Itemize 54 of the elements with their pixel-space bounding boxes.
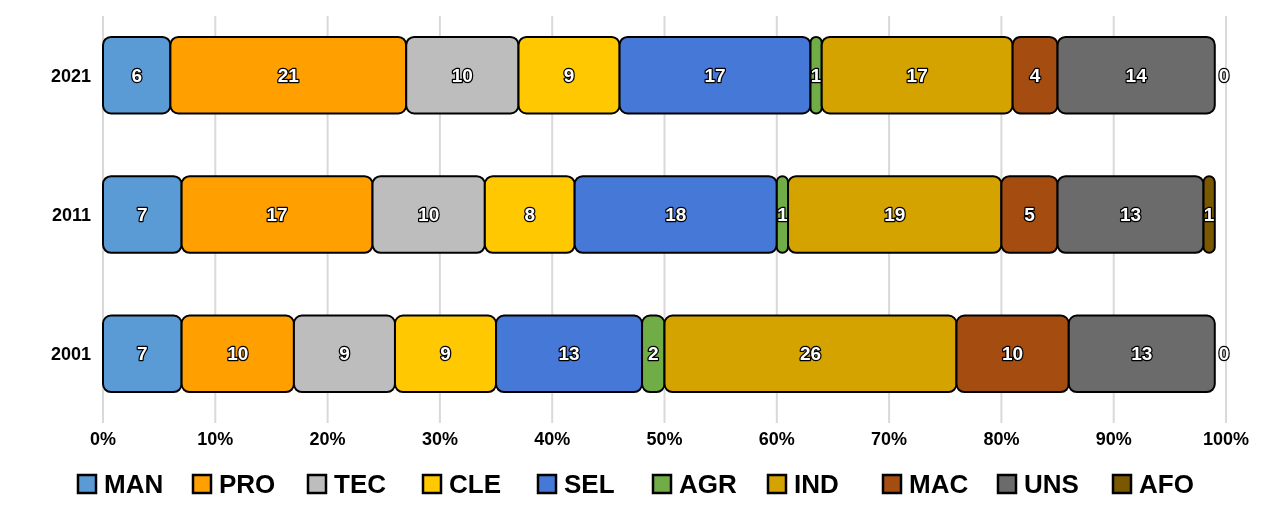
data-label: 19 bbox=[884, 204, 906, 226]
data-label: 0 bbox=[1218, 343, 1230, 365]
data-label: 0 bbox=[1218, 64, 1230, 86]
legend-label: MAC bbox=[909, 469, 969, 500]
data-label: 1 bbox=[777, 204, 789, 226]
data-label: 6 bbox=[131, 64, 142, 86]
data-label: 8 bbox=[524, 204, 536, 226]
data-label: 9 bbox=[563, 64, 575, 86]
x-tick-label: 90% bbox=[1095, 429, 1132, 449]
legend-label: AGR bbox=[679, 469, 737, 500]
x-tick-label: 80% bbox=[983, 429, 1020, 449]
data-label: 5 bbox=[1024, 204, 1036, 226]
y-tick-label: 2011 bbox=[51, 204, 91, 225]
x-tick-label: 40% bbox=[534, 429, 571, 449]
x-tick-label: 30% bbox=[421, 429, 458, 449]
data-label: 10 bbox=[451, 64, 473, 86]
x-tick-label: 100% bbox=[1202, 429, 1250, 449]
data-label: 18 bbox=[665, 204, 687, 226]
y-tick-label: 2001 bbox=[50, 344, 91, 365]
x-tick-label: 0% bbox=[89, 429, 117, 449]
data-label: 10 bbox=[418, 204, 440, 226]
data-label: 4 bbox=[1029, 64, 1041, 86]
data-label: 7 bbox=[137, 343, 148, 365]
data-label: 14 bbox=[1125, 64, 1148, 86]
x-tick-label: 50% bbox=[646, 429, 683, 449]
legend-label: MAN bbox=[104, 469, 164, 500]
data-label: 26 bbox=[799, 343, 822, 365]
legend-label: CLE bbox=[449, 469, 501, 500]
data-label: 10 bbox=[227, 343, 249, 365]
data-label: 17 bbox=[266, 204, 288, 226]
data-label: 21 bbox=[277, 64, 300, 86]
x-tick-label: 10% bbox=[197, 429, 234, 449]
data-label: 7 bbox=[137, 204, 148, 226]
x-tick-label: 20% bbox=[309, 429, 346, 449]
legend-label: PRO bbox=[219, 469, 276, 500]
y-tick-label: 2021 bbox=[50, 65, 91, 86]
data-label: 13 bbox=[558, 343, 580, 365]
data-label: 10 bbox=[1002, 343, 1024, 365]
data-label: 9 bbox=[339, 343, 350, 365]
data-label: 13 bbox=[1119, 204, 1142, 226]
data-label: 1 bbox=[1203, 204, 1215, 226]
data-label: 9 bbox=[440, 343, 451, 365]
legend-label: TEC bbox=[334, 469, 387, 500]
data-label: 2 bbox=[647, 343, 659, 365]
data-label: 17 bbox=[704, 64, 726, 86]
x-tick-label: 70% bbox=[871, 429, 908, 449]
data-label: 17 bbox=[906, 64, 928, 86]
x-tick-label: 60% bbox=[758, 429, 795, 449]
legend-label: SEL bbox=[564, 469, 615, 500]
data-label: 13 bbox=[1131, 343, 1153, 365]
legend-label: IND bbox=[794, 469, 839, 500]
legend-label: AFO bbox=[1139, 469, 1194, 500]
legend-label: UNS bbox=[1024, 469, 1079, 500]
data-label: 1 bbox=[810, 64, 822, 86]
